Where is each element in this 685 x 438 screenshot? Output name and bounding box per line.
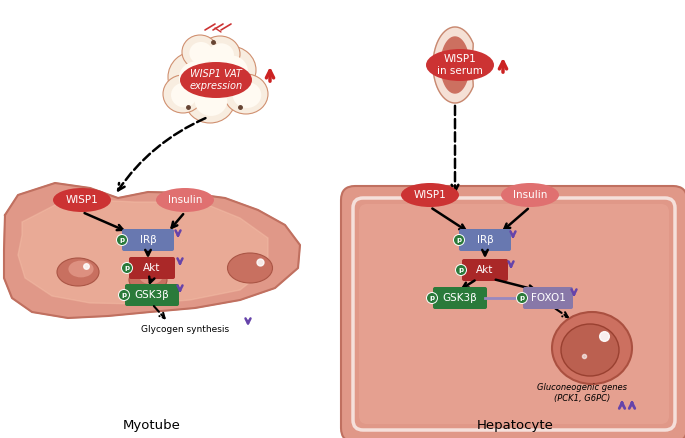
Text: Myotube: Myotube: [123, 419, 181, 432]
Text: p: p: [429, 295, 434, 301]
Ellipse shape: [182, 35, 218, 69]
Circle shape: [516, 293, 527, 304]
Text: GSK3β: GSK3β: [135, 290, 169, 300]
Ellipse shape: [179, 61, 215, 95]
Ellipse shape: [53, 188, 111, 212]
Ellipse shape: [204, 46, 256, 94]
Circle shape: [453, 234, 464, 246]
Ellipse shape: [185, 77, 235, 123]
Text: p: p: [119, 237, 125, 243]
Ellipse shape: [501, 183, 559, 207]
Text: IRβ: IRβ: [140, 235, 156, 245]
Ellipse shape: [214, 55, 248, 87]
Text: WISP1: WISP1: [66, 195, 99, 205]
FancyBboxPatch shape: [122, 229, 174, 251]
Text: p: p: [519, 295, 525, 301]
FancyBboxPatch shape: [462, 259, 508, 281]
Text: FOXO1: FOXO1: [531, 293, 565, 303]
FancyBboxPatch shape: [359, 204, 669, 424]
Circle shape: [119, 290, 129, 300]
Text: Insulin: Insulin: [168, 195, 202, 205]
Ellipse shape: [140, 270, 162, 284]
Text: Hepatocyte: Hepatocyte: [477, 419, 553, 432]
Ellipse shape: [200, 36, 240, 72]
Text: Akt: Akt: [143, 263, 161, 273]
Ellipse shape: [552, 312, 632, 384]
Text: WISP1 VAT
expression: WISP1 VAT expression: [190, 69, 242, 91]
Text: p: p: [456, 237, 462, 243]
Ellipse shape: [171, 83, 197, 107]
Ellipse shape: [68, 261, 94, 277]
Text: IRβ: IRβ: [477, 235, 493, 245]
FancyBboxPatch shape: [125, 284, 179, 306]
Ellipse shape: [561, 324, 619, 376]
Text: p: p: [125, 265, 129, 271]
Circle shape: [427, 293, 438, 304]
Text: Insulin: Insulin: [513, 190, 547, 200]
Text: p: p: [458, 267, 464, 273]
FancyBboxPatch shape: [433, 287, 487, 309]
Ellipse shape: [227, 253, 273, 283]
Polygon shape: [441, 37, 469, 93]
Ellipse shape: [233, 82, 261, 108]
Ellipse shape: [208, 43, 234, 67]
Ellipse shape: [168, 51, 224, 103]
Ellipse shape: [224, 74, 268, 114]
Circle shape: [116, 234, 127, 246]
Ellipse shape: [129, 268, 167, 292]
Polygon shape: [433, 27, 473, 103]
Polygon shape: [4, 183, 300, 318]
Text: GSK3β: GSK3β: [443, 293, 477, 303]
Text: Akt: Akt: [476, 265, 494, 275]
Text: WISP1
in serum: WISP1 in serum: [437, 54, 483, 76]
Ellipse shape: [447, 50, 463, 80]
FancyBboxPatch shape: [459, 229, 511, 251]
Ellipse shape: [401, 183, 459, 207]
Ellipse shape: [57, 258, 99, 286]
Circle shape: [456, 265, 466, 276]
FancyBboxPatch shape: [129, 257, 175, 279]
Ellipse shape: [156, 188, 214, 212]
FancyBboxPatch shape: [523, 287, 573, 309]
Ellipse shape: [163, 75, 203, 113]
Text: Gluconeogenic genes: Gluconeogenic genes: [537, 384, 627, 392]
Text: (PCK1, G6PC): (PCK1, G6PC): [554, 393, 610, 403]
Ellipse shape: [180, 62, 252, 98]
FancyBboxPatch shape: [341, 186, 685, 438]
Text: Glycogen synthesis: Glycogen synthesis: [141, 325, 229, 335]
Ellipse shape: [189, 42, 213, 64]
Circle shape: [121, 262, 132, 273]
Text: WISP1: WISP1: [414, 190, 447, 200]
Text: p: p: [121, 292, 127, 298]
Polygon shape: [18, 200, 268, 304]
Ellipse shape: [426, 49, 494, 81]
Ellipse shape: [195, 86, 227, 116]
